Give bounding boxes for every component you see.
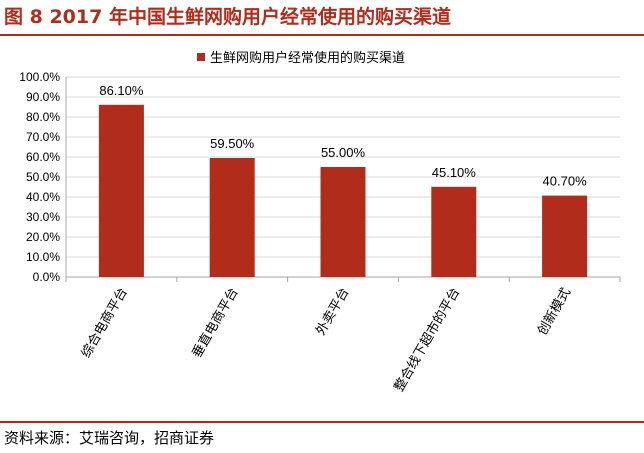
category-labels: 综合电商平台 垂直电商平台 外卖平台 整合线下超市的平台 创新模式 — [79, 285, 574, 394]
y-tick-label: 40.0% — [26, 190, 60, 204]
bar — [209, 158, 255, 277]
legend: 生鲜网购用户经常使用的购买渠道 — [197, 50, 405, 66]
data-label: 40.70% — [543, 174, 588, 189]
title-divider — [0, 34, 644, 36]
category-label: 垂直电商平台 — [190, 286, 242, 361]
data-label: 59.50% — [210, 136, 255, 151]
data-label: 55.00% — [321, 145, 366, 160]
y-tick-label: 10.0% — [26, 250, 60, 264]
legend-swatch — [197, 53, 205, 61]
data-labels: 86.10% 59.50% 55.00% 45.10% 40.70% — [99, 83, 587, 189]
y-tick-label: 50.0% — [26, 170, 60, 184]
data-label: 86.10% — [99, 83, 144, 98]
y-tick-label: 30.0% — [26, 210, 60, 224]
category-label: 整合线下超市的平台 — [391, 285, 463, 394]
figure-title: 图 8 2017 年中国生鲜网购用户经常使用的购买渠道 — [4, 6, 451, 28]
source-note: 资料来源：艾瑞咨询，招商证券 — [4, 429, 215, 447]
category-label: 创新模式 — [534, 285, 574, 338]
bars — [98, 104, 588, 277]
gridlines — [66, 76, 620, 258]
y-tick-label: 80.0% — [26, 110, 60, 124]
bar — [542, 195, 588, 277]
bar — [98, 104, 144, 277]
bar-chart: 86.10% 59.50% 55.00% 45.10% 40.70% 0.0% 10.0%… — [19, 50, 621, 394]
bar — [320, 167, 366, 277]
y-tick-label: 60.0% — [26, 150, 60, 164]
bar — [431, 186, 477, 277]
legend-label: 生鲜网购用户经常使用的购买渠道 — [210, 50, 405, 66]
y-tick-label: 0.0% — [33, 270, 61, 284]
category-label: 外卖平台 — [313, 286, 352, 339]
y-tick-label: 70.0% — [26, 130, 60, 144]
y-tick-label: 90.0% — [26, 90, 60, 104]
data-label: 45.10% — [432, 165, 477, 180]
y-tick-labels: 0.0% 10.0% 20.0% 30.0% 40.0% 50.0% 60.0% 70.0% 8… — [19, 70, 60, 284]
source-divider — [0, 421, 644, 423]
y-tick-label: 20.0% — [26, 230, 60, 244]
category-label: 综合电商平台 — [79, 286, 131, 361]
y-tick-label: 100.0% — [19, 70, 60, 84]
